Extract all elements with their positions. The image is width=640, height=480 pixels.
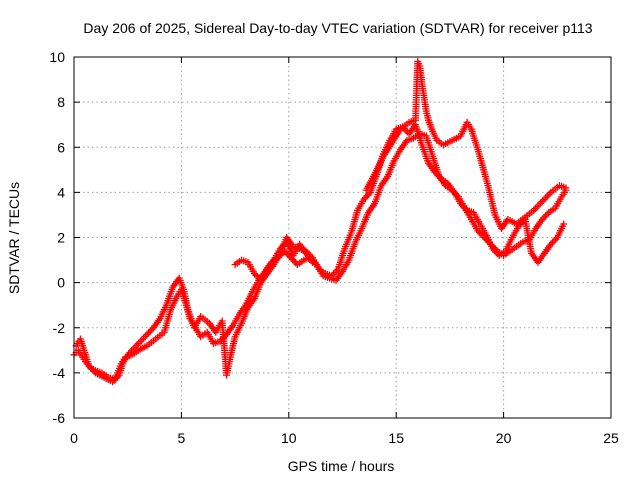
- y-tick-label: 2: [57, 230, 65, 246]
- data-point-fill: [146, 327, 154, 335]
- data-point-fill: [145, 329, 153, 337]
- data-point-fill: [541, 212, 549, 220]
- y-axis-label: SDTVAR / TECUs: [6, 182, 22, 294]
- data-points: [70, 58, 570, 386]
- y-tick-label: -4: [53, 365, 66, 381]
- series-0: [70, 130, 570, 384]
- axes: 0 5 10 15 20 25 -6 -4 -2 0 2 4 6 8 10: [49, 49, 619, 446]
- series-2: [231, 58, 570, 284]
- data-point-fill: [543, 210, 551, 218]
- x-tick-label: 25: [603, 430, 619, 446]
- data-point-fill: [363, 192, 371, 200]
- x-tick-label: 15: [388, 430, 404, 446]
- x-tick-label: 10: [281, 430, 297, 446]
- y-tick-label: -6: [53, 410, 66, 426]
- x-tick-label: 0: [70, 430, 78, 446]
- x-tick-label: 5: [178, 430, 186, 446]
- y-tick-label: 0: [57, 275, 65, 291]
- y-tick-label: 10: [49, 49, 65, 65]
- y-tick-label: 4: [57, 184, 65, 200]
- x-axis-label: GPS time / hours: [288, 458, 395, 474]
- data-point: [308, 258, 316, 266]
- y-tick-label: 6: [57, 139, 65, 155]
- y-tick-label: 8: [57, 94, 65, 110]
- chart-title: Day 206 of 2025, Sidereal Day-to-day VTE…: [83, 20, 592, 36]
- data-point: [562, 184, 570, 192]
- x-tick-label: 20: [496, 430, 512, 446]
- data-point-fill: [550, 237, 558, 245]
- y-tick-label: -2: [53, 320, 66, 336]
- data-point: [560, 220, 568, 228]
